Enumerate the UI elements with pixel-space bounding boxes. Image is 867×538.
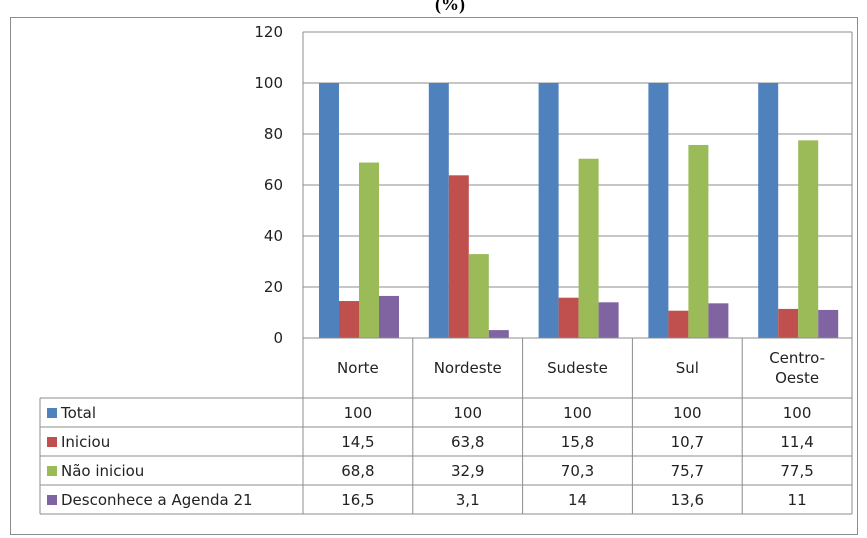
legend-key-2 [47, 437, 57, 447]
y-tick-label-20: 20 [264, 278, 283, 296]
data-label-2-4: 10,7 [671, 433, 704, 451]
bar-2-2 [448, 175, 469, 338]
grid-lines [303, 31, 852, 288]
bar-4-5 [818, 309, 839, 338]
data-label-2-1: 14,5 [341, 433, 374, 451]
x-tick-label-5-line-2: Oeste [775, 369, 819, 387]
data-label-3-1: 68,8 [341, 462, 374, 480]
data-label-1-1: 100 [344, 404, 373, 422]
legend-label-2: Iniciou [61, 433, 110, 451]
bar-2-1 [339, 301, 359, 338]
legend-label-4: Desconhece a Agenda 21 [61, 491, 253, 509]
bar-3-1 [359, 162, 379, 338]
data-label-1-3: 100 [563, 404, 592, 422]
data-label-3-3: 70,3 [561, 462, 594, 480]
bars [319, 83, 839, 338]
chart-frame [10, 17, 858, 535]
axes: 0 20 40 60 80 100 120 [254, 23, 853, 347]
bar-2-4 [668, 310, 689, 338]
data-label-1-2: 100 [453, 404, 482, 422]
bar-4-2 [488, 330, 509, 338]
bar-4-3 [598, 302, 619, 338]
chart-title-fragment: (%) [435, 0, 465, 14]
data-label-4-1: 16,5 [341, 491, 374, 509]
x-tick-label-1: Norte [337, 359, 379, 377]
data-label-1-5: 100 [783, 404, 812, 422]
bar-3-5 [798, 140, 819, 338]
data-label-1-4: 100 [673, 404, 702, 422]
bar-4-1 [379, 295, 399, 338]
bar-1-5 [758, 83, 779, 338]
x-tick-label-4: Sul [676, 359, 699, 377]
legend-label-3: Não iniciou [61, 462, 144, 480]
data-label-4-2: 3,1 [456, 491, 480, 509]
bar-1-4 [648, 83, 669, 338]
bar-2-3 [558, 297, 579, 338]
legend-key-4 [47, 495, 57, 505]
data-label-2-3: 15,8 [561, 433, 594, 451]
data-table: Norte Nordeste Sudeste Sul Centro- Oeste Total… [39, 337, 853, 515]
x-tick-label-3: Sudeste [547, 359, 608, 377]
bar-3-4 [688, 144, 709, 338]
bar-1-1 [319, 83, 339, 338]
data-label-4-5: 11 [788, 491, 807, 509]
legend-label-1: Total [60, 404, 96, 422]
data-label-3-2: 32,9 [451, 462, 484, 480]
y-tick-label-80: 80 [264, 125, 283, 143]
data-label-3-5: 77,5 [780, 462, 813, 480]
bar-3-2 [468, 254, 489, 338]
data-label-2-5: 11,4 [780, 433, 813, 451]
bar-3-3 [578, 158, 599, 338]
legend-key-3 [47, 466, 57, 476]
bar-1-2 [428, 83, 449, 338]
y-tick-label-120: 120 [254, 23, 283, 41]
y-tick-label-100: 100 [254, 74, 283, 92]
bar-4-4 [708, 303, 729, 338]
x-tick-label-5-line-1: Centro- [769, 349, 825, 367]
data-label-3-4: 75,7 [671, 462, 704, 480]
y-tick-label-0: 0 [273, 329, 283, 347]
data-label-4-3: 14 [568, 491, 587, 509]
legend-key-1 [47, 408, 57, 418]
data-label-4-4: 13,6 [671, 491, 704, 509]
x-tick-label-2: Nordeste [434, 359, 502, 377]
y-tick-label-40: 40 [264, 227, 283, 245]
bar-1-3 [538, 83, 559, 338]
y-tick-label-60: 60 [264, 176, 283, 194]
data-label-2-2: 63,8 [451, 433, 484, 451]
bar-2-5 [778, 308, 799, 338]
